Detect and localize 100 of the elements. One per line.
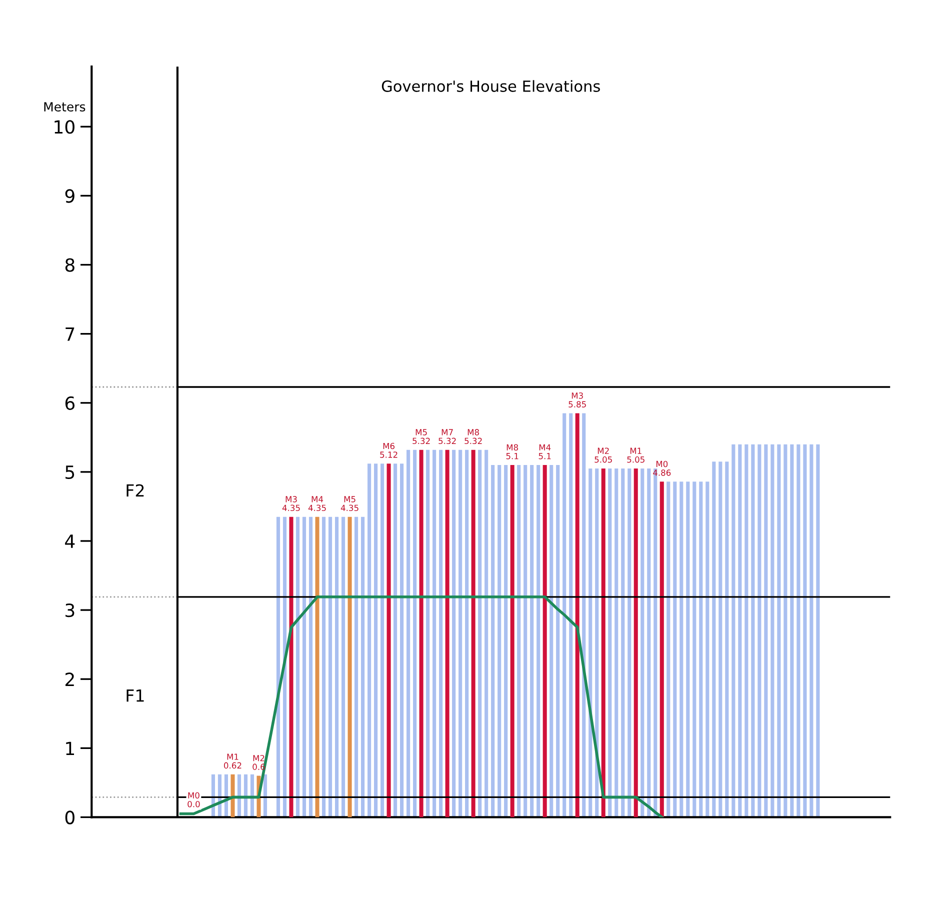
bar <box>360 516 365 818</box>
bar <box>803 444 807 818</box>
bar <box>744 444 748 818</box>
data-label: M3 4.35 <box>282 496 300 512</box>
bar <box>458 450 462 818</box>
bar <box>302 516 306 818</box>
bar <box>452 450 456 818</box>
data-label: M2 5.05 <box>594 448 612 463</box>
bar <box>230 774 235 818</box>
bar <box>738 444 742 818</box>
text: F2 <box>126 484 144 497</box>
bar <box>478 450 482 818</box>
bar <box>510 465 514 818</box>
bar <box>582 413 586 818</box>
data-label: M3 5.85 <box>568 392 586 408</box>
bar <box>608 468 612 818</box>
data-label: M1 5.05 <box>627 448 644 463</box>
bar <box>777 444 781 818</box>
bar <box>699 482 703 818</box>
bar <box>491 465 495 818</box>
y-tick-label: 6 <box>65 396 75 410</box>
data-label: M8 5.32 <box>464 429 482 444</box>
y-tick-label: 0 <box>65 810 74 824</box>
bar <box>536 465 540 818</box>
bar <box>484 450 488 818</box>
bar <box>751 444 755 818</box>
bar <box>334 516 339 818</box>
bar <box>758 444 762 818</box>
bar <box>816 444 820 818</box>
bar <box>354 516 358 818</box>
bar <box>289 516 294 818</box>
data-label: M4 4.35 <box>308 496 326 512</box>
bar <box>517 465 521 818</box>
line-series <box>179 596 664 818</box>
bar <box>575 413 580 818</box>
y-tick-label: 8 <box>65 258 74 272</box>
y-tick-label: 3 <box>66 604 74 618</box>
bar <box>550 465 554 818</box>
bar <box>445 450 450 818</box>
y-tick-label: 1 <box>66 742 74 756</box>
bar <box>315 516 320 818</box>
bar <box>471 450 476 818</box>
bar <box>692 482 696 818</box>
bar <box>556 465 560 818</box>
bar <box>296 516 300 818</box>
bar <box>542 465 547 818</box>
bar <box>413 450 417 818</box>
text: Governor's House Elevations <box>382 80 600 92</box>
y-tick-label: 2 <box>65 672 74 686</box>
bar <box>595 468 599 818</box>
data-label: M0 4.86 <box>653 460 671 476</box>
bar <box>386 464 391 818</box>
data-label: M7 5.32 <box>438 429 456 444</box>
bar <box>588 468 592 818</box>
data-label: M5 4.35 <box>340 496 358 512</box>
bar <box>601 468 606 818</box>
bar <box>504 465 508 818</box>
data-label: M1 0.62 <box>224 754 242 769</box>
bar <box>394 464 398 818</box>
bar <box>367 464 372 818</box>
bar <box>673 482 677 818</box>
bar <box>712 462 716 818</box>
bar <box>308 516 313 818</box>
data-label: M0 0.0 <box>188 792 200 808</box>
y-axis-title: Meters <box>44 102 86 112</box>
bar <box>282 516 287 818</box>
bar <box>680 482 684 818</box>
bar <box>718 462 722 818</box>
bar <box>634 468 638 818</box>
bar <box>439 450 443 818</box>
bar <box>400 464 404 818</box>
data-label: M5 5.32 <box>412 429 430 444</box>
y-tick-label: 4 <box>65 534 75 548</box>
bar <box>628 468 632 818</box>
data-label: M6 5.12 <box>380 442 398 458</box>
bar <box>562 413 566 818</box>
bar <box>530 465 534 818</box>
bar <box>770 444 774 818</box>
bar <box>406 450 410 818</box>
bar <box>732 444 736 818</box>
bar <box>725 462 729 818</box>
y-tick-label: 9 <box>65 189 74 203</box>
bar <box>426 450 430 818</box>
bar <box>432 450 436 818</box>
bar <box>498 465 502 818</box>
bar <box>640 468 644 818</box>
text: F1 <box>126 689 144 702</box>
bar <box>341 516 346 818</box>
bar <box>810 444 814 818</box>
bar <box>322 516 326 818</box>
bar <box>380 464 384 818</box>
bar <box>465 450 469 818</box>
bar <box>419 450 424 818</box>
data-label: M8 5.1 <box>506 444 518 460</box>
bar <box>348 516 352 818</box>
bar <box>614 468 618 818</box>
bar <box>706 482 710 818</box>
bar <box>790 444 794 818</box>
bar <box>374 464 378 818</box>
bar <box>263 774 268 818</box>
